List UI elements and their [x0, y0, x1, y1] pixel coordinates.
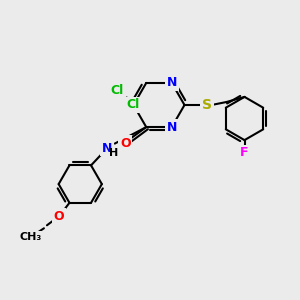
Text: N: N	[167, 76, 177, 89]
Text: H: H	[109, 148, 119, 158]
Text: O: O	[120, 137, 130, 150]
Text: N: N	[167, 121, 177, 134]
Text: S: S	[202, 98, 212, 112]
Text: Cl: Cl	[110, 83, 124, 97]
Text: N: N	[102, 142, 112, 154]
Text: O: O	[54, 210, 64, 223]
Text: F: F	[240, 146, 249, 159]
Text: Cl: Cl	[126, 98, 140, 112]
Text: CH₃: CH₃	[19, 232, 42, 242]
